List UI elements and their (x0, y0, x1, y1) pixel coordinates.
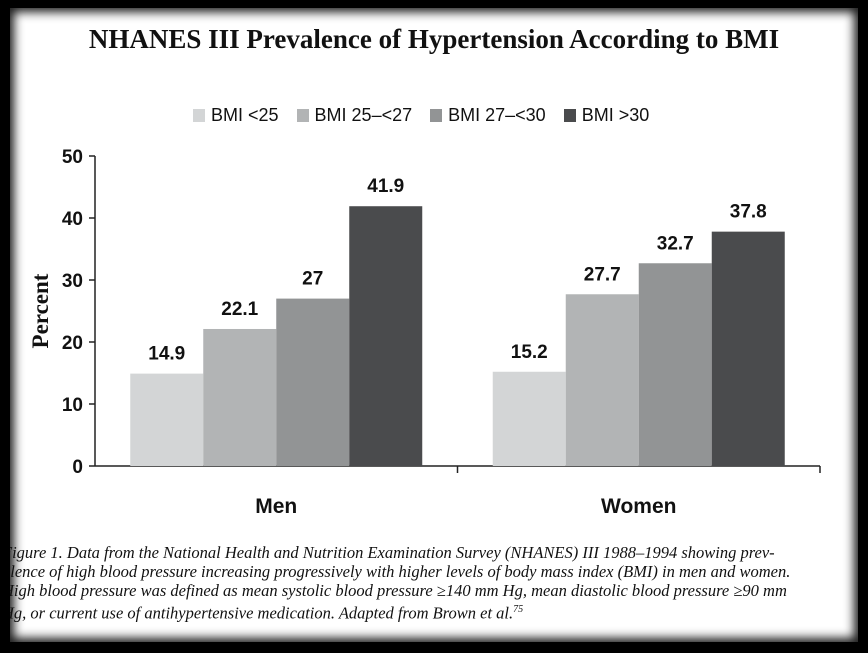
y-tick-label: 0 (72, 457, 83, 478)
legend-swatch (563, 109, 576, 122)
x-category-label: Women (601, 495, 676, 518)
caption-reference: 75 (513, 604, 524, 615)
legend-label: BMI 25–<27 (314, 105, 413, 125)
bar (203, 328, 277, 466)
bar-value-label: 15.2 (511, 342, 548, 363)
x-category-label: Men (255, 495, 297, 518)
legend-label: BMI <25 (211, 105, 279, 125)
y-tick-label: 50 (62, 147, 83, 168)
bar-value-label: 22.1 (221, 299, 258, 320)
caption-line: High blood pressure was defined as mean … (10, 581, 787, 600)
bar-value-label: 27 (302, 269, 323, 290)
bar-value-label: 41.9 (367, 176, 404, 197)
legend-swatch (193, 109, 205, 122)
bar-value-label: 32.7 (657, 233, 694, 254)
legend-label: BMI 27–<30 (448, 105, 546, 125)
legend-item-bmi-25-27: BMI 25–<27 (296, 105, 413, 126)
chart-title: NHANES III Prevalence of Hypertension Ac… (88, 24, 780, 54)
y-tick-label: 20 (62, 333, 83, 354)
y-tick-label: 40 (62, 209, 83, 230)
bar-value-label: 14.9 (148, 344, 185, 365)
legend-item-bmi-over-30: BMI >30 (563, 105, 650, 126)
legend-item-bmi-under-25: BMI <25 (193, 105, 279, 126)
bar (565, 294, 639, 466)
bar (130, 373, 204, 466)
bar (492, 371, 566, 466)
y-tick-label: 10 (62, 395, 83, 416)
bar-value-label: 27.7 (584, 264, 621, 285)
chart-legend: BMI <25 BMI 25–<27 BMI 27–<30 BMI >30 (193, 105, 649, 126)
bar (349, 206, 423, 466)
legend-swatch (430, 109, 443, 122)
bar (711, 231, 785, 466)
caption-line: alence of high blood pressure increasing… (10, 562, 791, 581)
caption-line-last: Hg, or current use of antihypertensive m… (10, 600, 858, 623)
y-axis-label: Percent (28, 273, 53, 348)
legend-label: BMI >30 (581, 105, 650, 125)
caption-line: Figure 1. Data from the National Health … (10, 543, 775, 562)
bar (276, 298, 350, 466)
caption-line: Hg, or current use of antihypertensive m… (10, 603, 514, 623)
bar (638, 263, 712, 466)
bar-value-label: 37.8 (730, 202, 767, 223)
figure-frame: NHANES III Prevalence of Hypertension Ac… (10, 8, 858, 642)
legend-swatch (296, 109, 309, 122)
figure-caption: Figure 1. Data from the National Health … (10, 543, 858, 623)
bar-chart-plot: 0 10 20 30 40 50 Percent 14.9 22.1 27 41.9 Men 15.2 2… (28, 147, 821, 518)
legend-item-bmi-27-30: BMI 27–<30 (430, 105, 546, 126)
y-tick-label: 30 (62, 271, 83, 292)
